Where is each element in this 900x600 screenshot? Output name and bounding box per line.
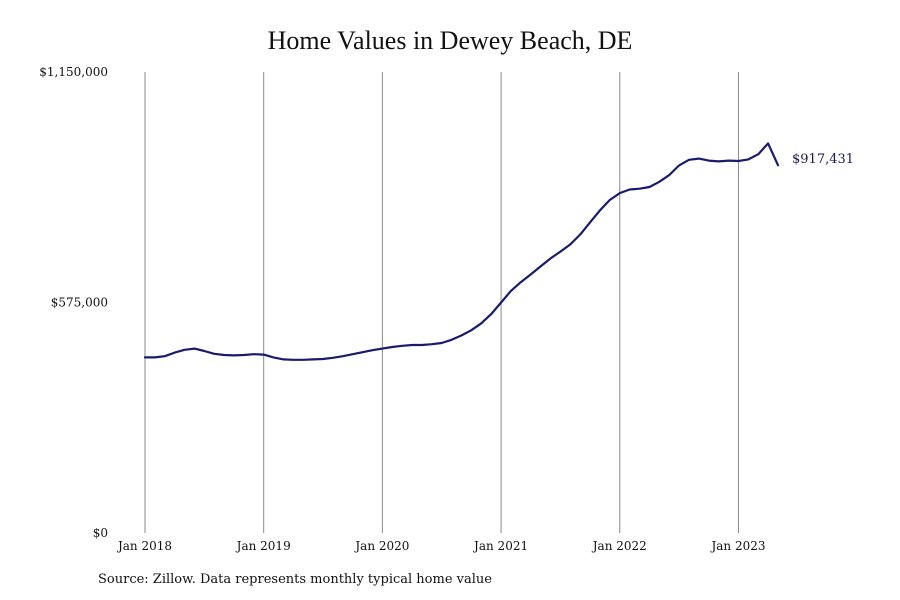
x-tick-label: Jan 2019 [235,539,291,553]
grid-layer [144,72,739,533]
series-line [143,142,780,361]
line-layer [143,142,780,361]
x-tick-label: Jan 2018 [116,539,172,553]
x-tick-label: Jan 2020 [353,539,409,553]
x-tick-label: Jan 2022 [591,539,647,553]
y-tick-label: $1,150,000 [39,65,108,79]
label-layer: $917,431 [792,152,854,167]
chart-title: Home Values in Dewey Beach, DE [267,26,633,55]
source-note: Source: Zillow. Data represents monthly … [98,572,492,587]
end-value-label: $917,431 [792,152,854,167]
axis-layer: Jan 2018 Jan 2019 Jan 2020 Jan 2021 Jan 2022… [39,65,765,553]
x-tick-label: Jan 2021 [472,539,528,553]
y-tick-label: $575,000 [51,296,108,310]
x-tick-label: Jan 2023 [709,539,765,553]
y-tick-label: $0 [93,526,108,540]
